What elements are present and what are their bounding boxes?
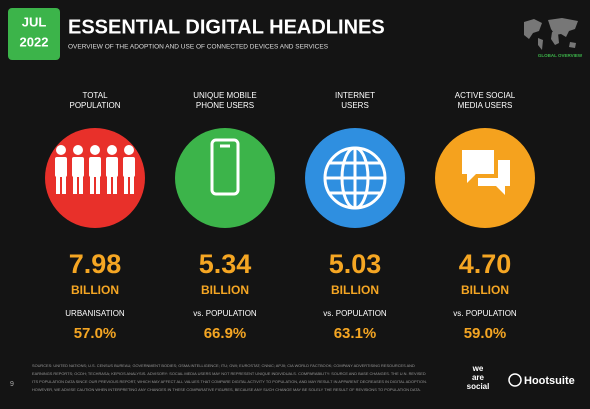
sources-line: ITS POPULATION DATA SINCE OUR PREVIOUS R…	[32, 379, 427, 384]
headline-unit: BILLION	[201, 283, 249, 297]
icon-circle	[45, 128, 145, 228]
brand-line: we	[472, 364, 484, 373]
headline-unit: BILLION	[71, 283, 119, 297]
icon-chat	[462, 150, 510, 195]
badge-year: 2022	[20, 34, 49, 49]
sub-label: vs. POPULATION	[453, 309, 517, 318]
headline-value: 5.03	[329, 249, 382, 279]
sources: SOURCES: UNITED NATIONS; U.S. CENSUS BUR…	[32, 363, 427, 392]
date-badge	[8, 8, 60, 60]
page-number: 9	[10, 381, 14, 388]
brand-line: are	[472, 373, 485, 382]
headline-value: 7.98	[69, 249, 122, 279]
sources-line: SOURCES: UNITED NATIONS; U.S. CENSUS BUR…	[32, 363, 415, 368]
sub-value: 63.1%	[334, 325, 377, 342]
sub-value: 59.0%	[464, 325, 507, 342]
sub-label: vs. POPULATION	[193, 309, 257, 318]
column-label: TOTAL	[82, 91, 108, 100]
partner-name: Hootsuite	[524, 375, 575, 387]
column-label: INTERNET	[335, 91, 375, 100]
column-label: UNIQUE MOBILE	[193, 91, 257, 100]
column-label: MEDIA USERS	[458, 101, 513, 110]
sources-line: EARNINGS REPORTS; OCDH; TECHRASA; KEPIOS…	[32, 371, 426, 376]
headline-value: 4.70	[459, 249, 512, 279]
sub-value: 66.9%	[204, 325, 247, 342]
sub-label: URBANISATION	[65, 309, 125, 318]
headline-value: 5.34	[199, 249, 252, 279]
brand-line: social	[467, 382, 490, 391]
region-label: GLOBAL OVERVIEW	[538, 53, 583, 58]
subtitle: OVERVIEW OF THE ADOPTION AND USE OF CONN…	[68, 44, 329, 51]
icon-circle	[175, 128, 275, 228]
icon-globe	[323, 146, 387, 210]
column-label: ACTIVE SOCIAL	[455, 91, 516, 100]
column-label: USERS	[341, 101, 369, 110]
sub-label: vs. POPULATION	[323, 309, 387, 318]
sources-line: HOWEVER, WE ADVISE CAUTION WHEN INTERPRE…	[32, 387, 421, 392]
headline-unit: BILLION	[461, 283, 509, 297]
column-label: POPULATION	[70, 101, 121, 110]
badge-month: JUL	[22, 14, 47, 29]
sub-value: 57.0%	[74, 325, 117, 342]
column-label: PHONE USERS	[196, 101, 254, 110]
headline-unit: BILLION	[331, 283, 379, 297]
title: ESSENTIAL DIGITAL HEADLINES	[68, 16, 385, 38]
icon-people	[55, 145, 135, 194]
partner-logo	[508, 373, 522, 387]
icon-phone	[210, 138, 240, 196]
world-map	[524, 18, 578, 50]
